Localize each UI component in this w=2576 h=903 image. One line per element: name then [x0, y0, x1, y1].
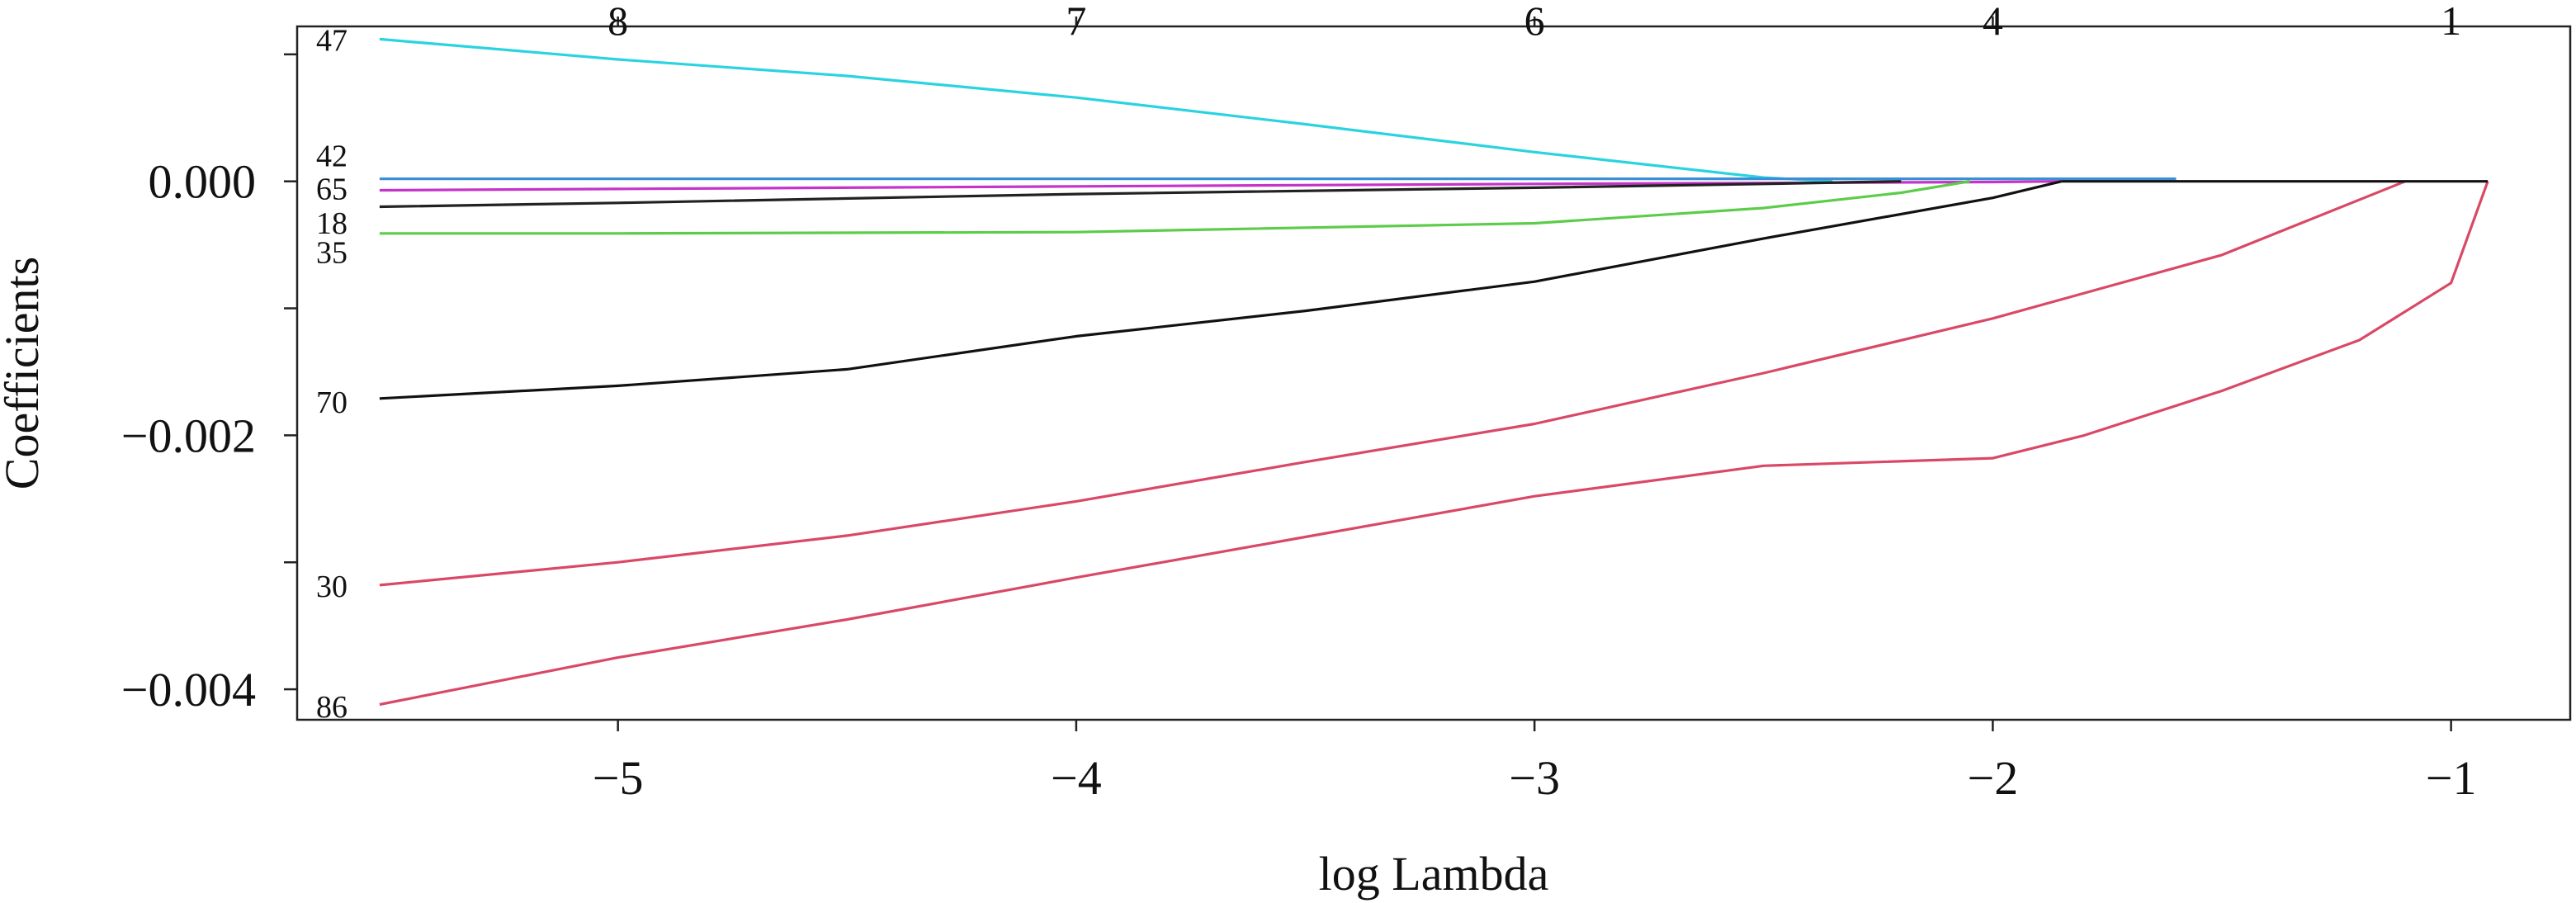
line-label-30: 30: [316, 570, 347, 604]
series-line-35: [379, 180, 1970, 235]
series-line-18: [379, 180, 1902, 209]
series-group: [379, 37, 2489, 707]
line-label-65: 65: [316, 172, 347, 206]
x-tick-label: −4: [1051, 751, 1102, 805]
line-label-86: 86: [316, 690, 347, 725]
line-label-47: 47: [316, 23, 347, 58]
series-line-86: [379, 181, 2489, 707]
y-axis: 0.000 −0.002 −0.004: [121, 53, 297, 716]
x-tick-label: −2: [1968, 751, 2019, 805]
x-axis-title: log Lambda: [1319, 847, 1549, 901]
top-tick-label: 8: [607, 0, 628, 44]
line-label-70: 70: [316, 385, 347, 420]
y-tick-label: −0.004: [121, 663, 256, 716]
y-axis-title: Coefficients: [0, 257, 49, 489]
top-tick-label: 7: [1066, 0, 1086, 44]
top-axis: 8 7 6 4 1: [607, 0, 2461, 44]
line-label-35: 35: [316, 235, 347, 270]
line-label-18: 18: [316, 206, 347, 241]
line-label-42: 42: [316, 139, 347, 173]
series-line-47: [379, 37, 1833, 183]
top-tick-label: 4: [1983, 0, 2003, 44]
y-tick-label: −0.002: [121, 409, 256, 462]
top-tick-label: 6: [1524, 0, 1545, 44]
y-tick-label: 0.000: [149, 155, 257, 209]
plot-frame: [295, 25, 2572, 721]
series-line-65: [379, 180, 2062, 192]
series-line-30: [379, 180, 2406, 587]
top-tick-label: 1: [2441, 0, 2461, 44]
x-axis: −5 −4 −3 −2 −1: [593, 720, 2477, 805]
series-line-70: [379, 180, 2063, 400]
x-tick-label: −5: [593, 751, 644, 805]
x-tick-label: −1: [2426, 751, 2477, 805]
x-tick-label: −3: [1509, 751, 1560, 805]
